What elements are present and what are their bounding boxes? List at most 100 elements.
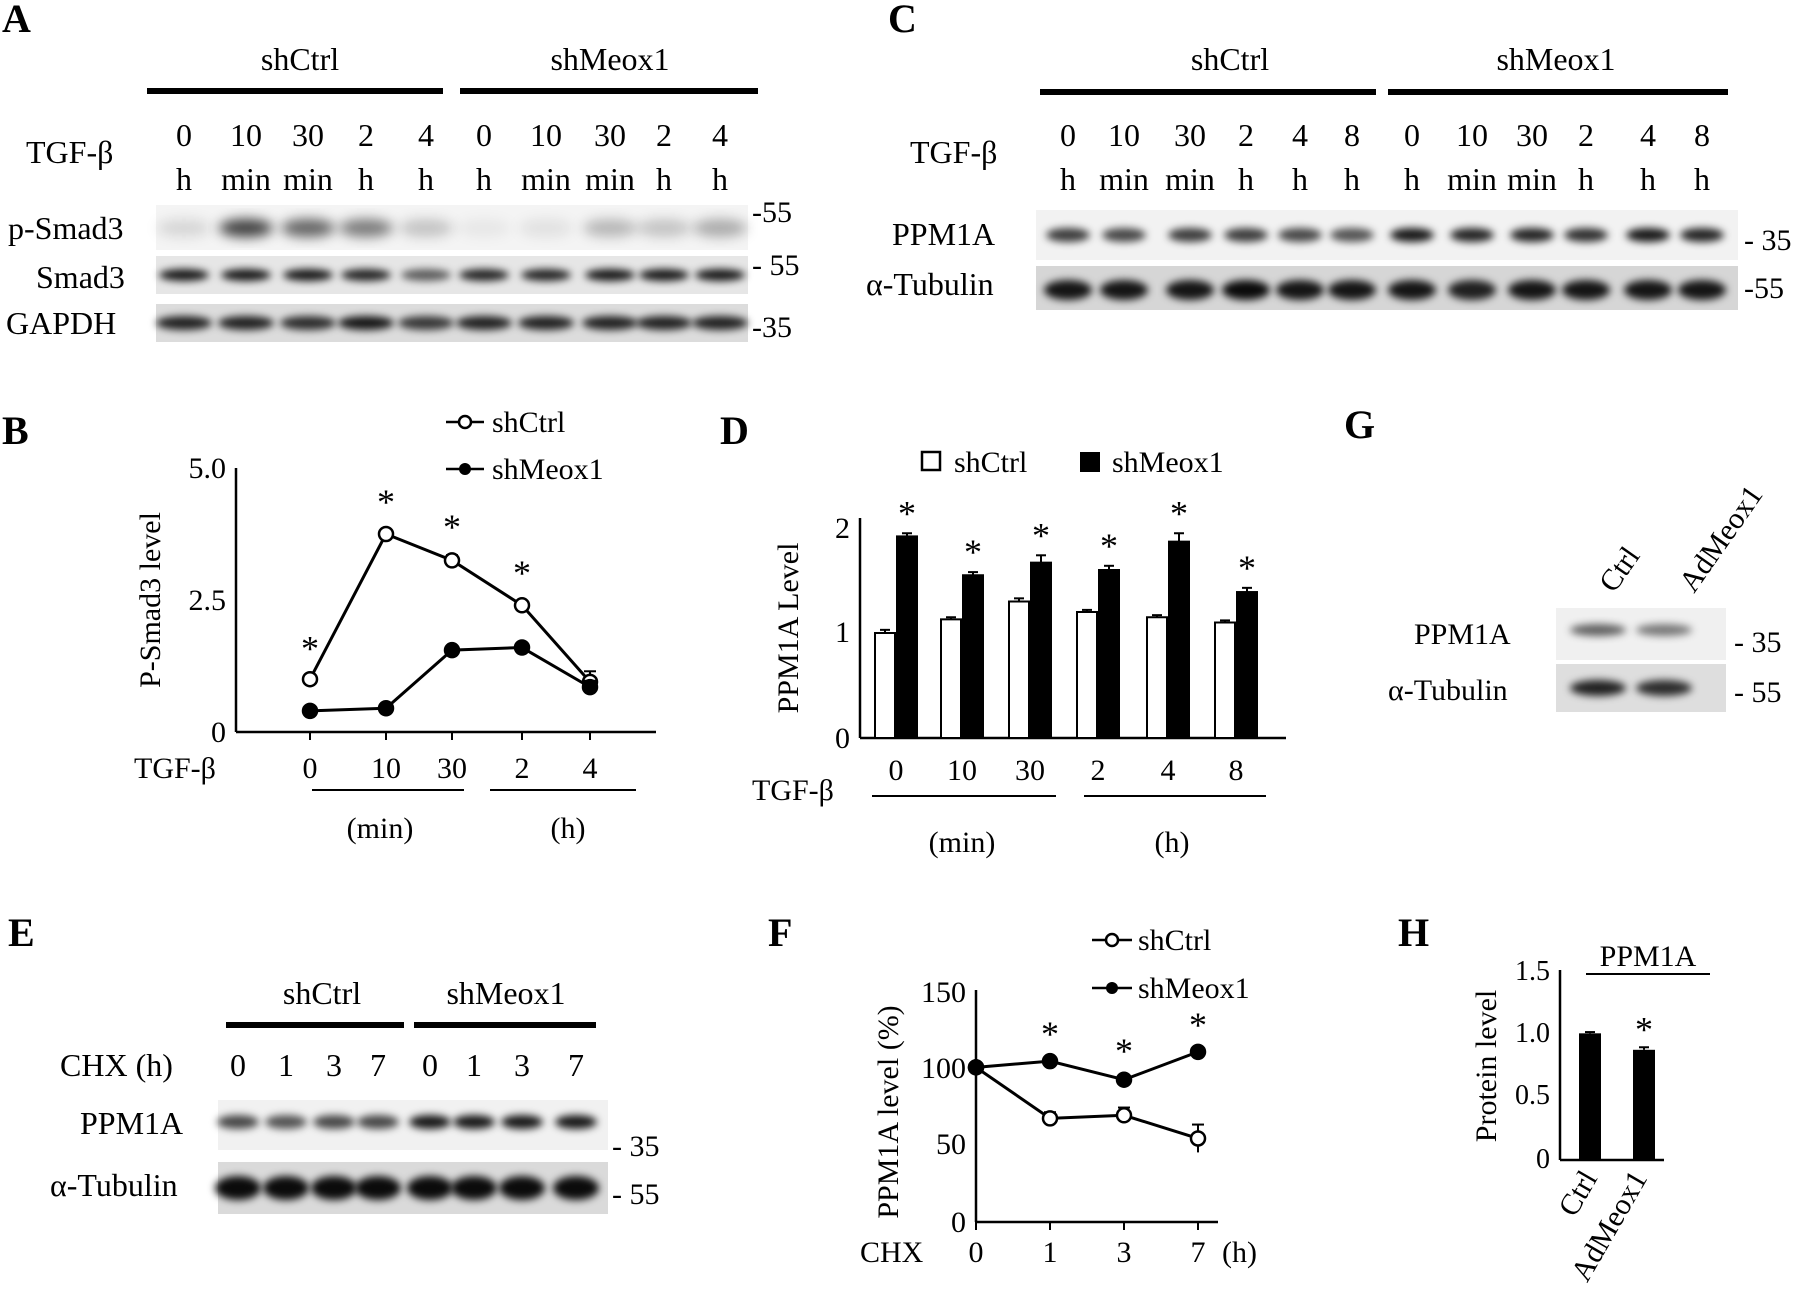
blot-c-lane-unit-1: h — [1060, 161, 1076, 197]
chart-f-ylabel: PPM1A level (%) — [872, 1005, 905, 1218]
chart-b-significance-2: * — [377, 482, 395, 522]
blot-e-ppm1a-band-2 — [265, 1115, 307, 1129]
chart-b-ytick-1: 5.0 — [189, 452, 227, 485]
blot-c-lane-5: 4 — [1292, 117, 1308, 153]
chart-b-legend-marker-2 — [459, 463, 471, 475]
blot-a-marker-2: - 55 — [752, 249, 800, 282]
chart-f-xunit: (h) — [1222, 1236, 1257, 1269]
chart-d-xtick-1: 0 — [889, 754, 904, 787]
blot-c-lane-11: 4 — [1640, 117, 1656, 153]
blot-a-lane-unit-7: min — [521, 161, 571, 197]
blot-g-tubulin-band-2 — [1636, 680, 1692, 696]
chart-f-series-1-point-2 — [1041, 1110, 1059, 1127]
chart-f-significance-3: * — [1115, 1031, 1133, 1071]
chart-b-ylabel: P-Smad3 level — [134, 512, 167, 688]
blot-e-group-shctrl: shCtrl — [283, 975, 361, 1011]
panel-label-g: G — [1344, 402, 1375, 447]
panel-g: G Ctrl AdMeox1 PPM1A α-Tubulin - 35 - 55 — [1344, 402, 1782, 712]
blot-c-lane-unit-11: h — [1640, 161, 1656, 197]
panel-label-e: E — [8, 910, 35, 955]
chart-b-xtick-2: 10 — [371, 752, 401, 785]
chart-b-significance-1: * — [301, 629, 319, 669]
chart-d-xtick-3: 30 — [1015, 754, 1045, 787]
blot-a-smad3-band-4 — [341, 269, 391, 281]
blot-e-tubulin-band-5 — [407, 1176, 453, 1200]
blot-c-ppm1a-band-6 — [1330, 228, 1374, 242]
blot-e-ppm1a-band-1 — [217, 1115, 259, 1129]
blot-a-lane-unit-3: min — [283, 161, 333, 197]
blot-c-lane-3: 30 — [1174, 117, 1206, 153]
blot-a-lane-6: 0 — [476, 117, 492, 153]
chart-f-legend-marker-1 — [1104, 932, 1120, 948]
panel-label-b: B — [2, 408, 29, 453]
blot-e-tubulin-band-8 — [553, 1176, 599, 1200]
chart-d-bar-1-6 — [1214, 621, 1236, 739]
chart-f-series-1-point-4 — [1189, 1130, 1207, 1147]
blot-c-treatment: TGF-β — [910, 134, 997, 170]
blot-e-tubulin-band-2 — [263, 1176, 309, 1200]
chart-f-series-2-point-3 — [1115, 1071, 1133, 1088]
chart-d-bar-1-5 — [1146, 616, 1168, 739]
blot-a-lane-5: 4 — [418, 117, 434, 153]
blot-e-row-tubulin: α-Tubulin — [50, 1167, 178, 1203]
chart-b-ytick-3: 0 — [211, 716, 226, 749]
chart-f-xtick-2: 1 — [1043, 1236, 1058, 1269]
blot-a-lane-unit-5: h — [418, 161, 434, 197]
blot-c-lane-unit-4: h — [1238, 161, 1254, 197]
blot-a-gapdh-band-8 — [582, 316, 638, 330]
blot-a-smad3-band-5 — [401, 269, 451, 281]
chart-f-series-2-point-2 — [1041, 1052, 1059, 1070]
blot-g-marker-2: - 55 — [1734, 676, 1782, 709]
chart-b-xtick-5: 4 — [583, 752, 598, 785]
blot-c-ppm1a-band-5 — [1278, 228, 1322, 242]
blot-e-lane-7: 3 — [514, 1047, 530, 1083]
chart-d-unit-min: (min) — [929, 826, 996, 859]
chart-d-bar-2-4 — [1098, 569, 1120, 739]
chart-d-significance-1: * — [898, 493, 916, 533]
chart-d-bar-1-4 — [1076, 611, 1098, 739]
chart-b-significance-4: * — [513, 553, 531, 593]
blot-c-tubulin-band-4 — [1222, 280, 1270, 300]
chart-d-legend-swatch-1 — [920, 450, 942, 472]
blot-a-row-psmad3: p-Smad3 — [8, 210, 124, 246]
blot-c-ppm1a-band-12 — [1680, 228, 1724, 242]
blot-c-lane-1: 0 — [1060, 117, 1076, 153]
blot-a-lane-unit-10: h — [712, 161, 728, 197]
chart-f-legend-2: shMeox1 — [1138, 972, 1250, 1005]
blot-g-row-tubulin: α-Tubulin — [1388, 674, 1508, 707]
blot-a-lane-unit-1: h — [176, 161, 192, 197]
blot-e-tubulin-band-6 — [451, 1176, 497, 1200]
blot-a-smad3-band-1 — [159, 269, 209, 281]
panel-h: H PPM1A Protein level 1.5 1.0 0.5 0 * Ct… — [1398, 910, 1710, 1287]
chart-d-legend-swatch-2 — [1080, 452, 1100, 472]
blot-a-lane-unit-2: min — [221, 161, 271, 197]
blot-a-psmad3-band-10 — [693, 219, 747, 237]
blot-c-tubulin-band-3 — [1166, 280, 1214, 300]
chart-b-series-2-point-1 — [301, 702, 319, 720]
chart-d-legend-1: shCtrl — [954, 446, 1027, 479]
blot-c-tubulin-band-7 — [1388, 280, 1436, 300]
chart-h-bar-1 — [1579, 1033, 1601, 1160]
blot-a-smad3-band-7 — [521, 269, 571, 281]
blot-e-group-shmeox1: shMeox1 — [446, 975, 565, 1011]
blot-a-psmad3-band-3 — [281, 219, 335, 237]
blot-e-lane-6: 1 — [466, 1047, 482, 1083]
blot-e-tubulin-band-3 — [311, 1176, 357, 1200]
chart-b-unit-min: (min) — [347, 812, 414, 845]
blot-e-ppm1a-band-3 — [313, 1115, 355, 1129]
blot-a-gapdh-band-3 — [280, 316, 336, 330]
blot-c-lane-unit-12: h — [1694, 161, 1710, 197]
blot-a-smad3-band-3 — [283, 269, 333, 281]
chart-f-ytick-4: 0 — [951, 1206, 966, 1239]
blot-c-marker-2: -55 — [1744, 272, 1784, 305]
blot-a-lane-9: 2 — [656, 117, 672, 153]
blot-a-marker-3: -35 — [752, 311, 792, 344]
blot-c-lane-6: 8 — [1344, 117, 1360, 153]
blot-a-psmad3-band-5 — [399, 219, 453, 237]
blot-c-group-shctrl: shCtrl — [1191, 41, 1269, 77]
chart-b-series-2-point-2 — [377, 699, 395, 717]
blot-c-lane-unit-7: h — [1404, 161, 1420, 197]
blot-a-group-bar-2 — [460, 88, 758, 94]
